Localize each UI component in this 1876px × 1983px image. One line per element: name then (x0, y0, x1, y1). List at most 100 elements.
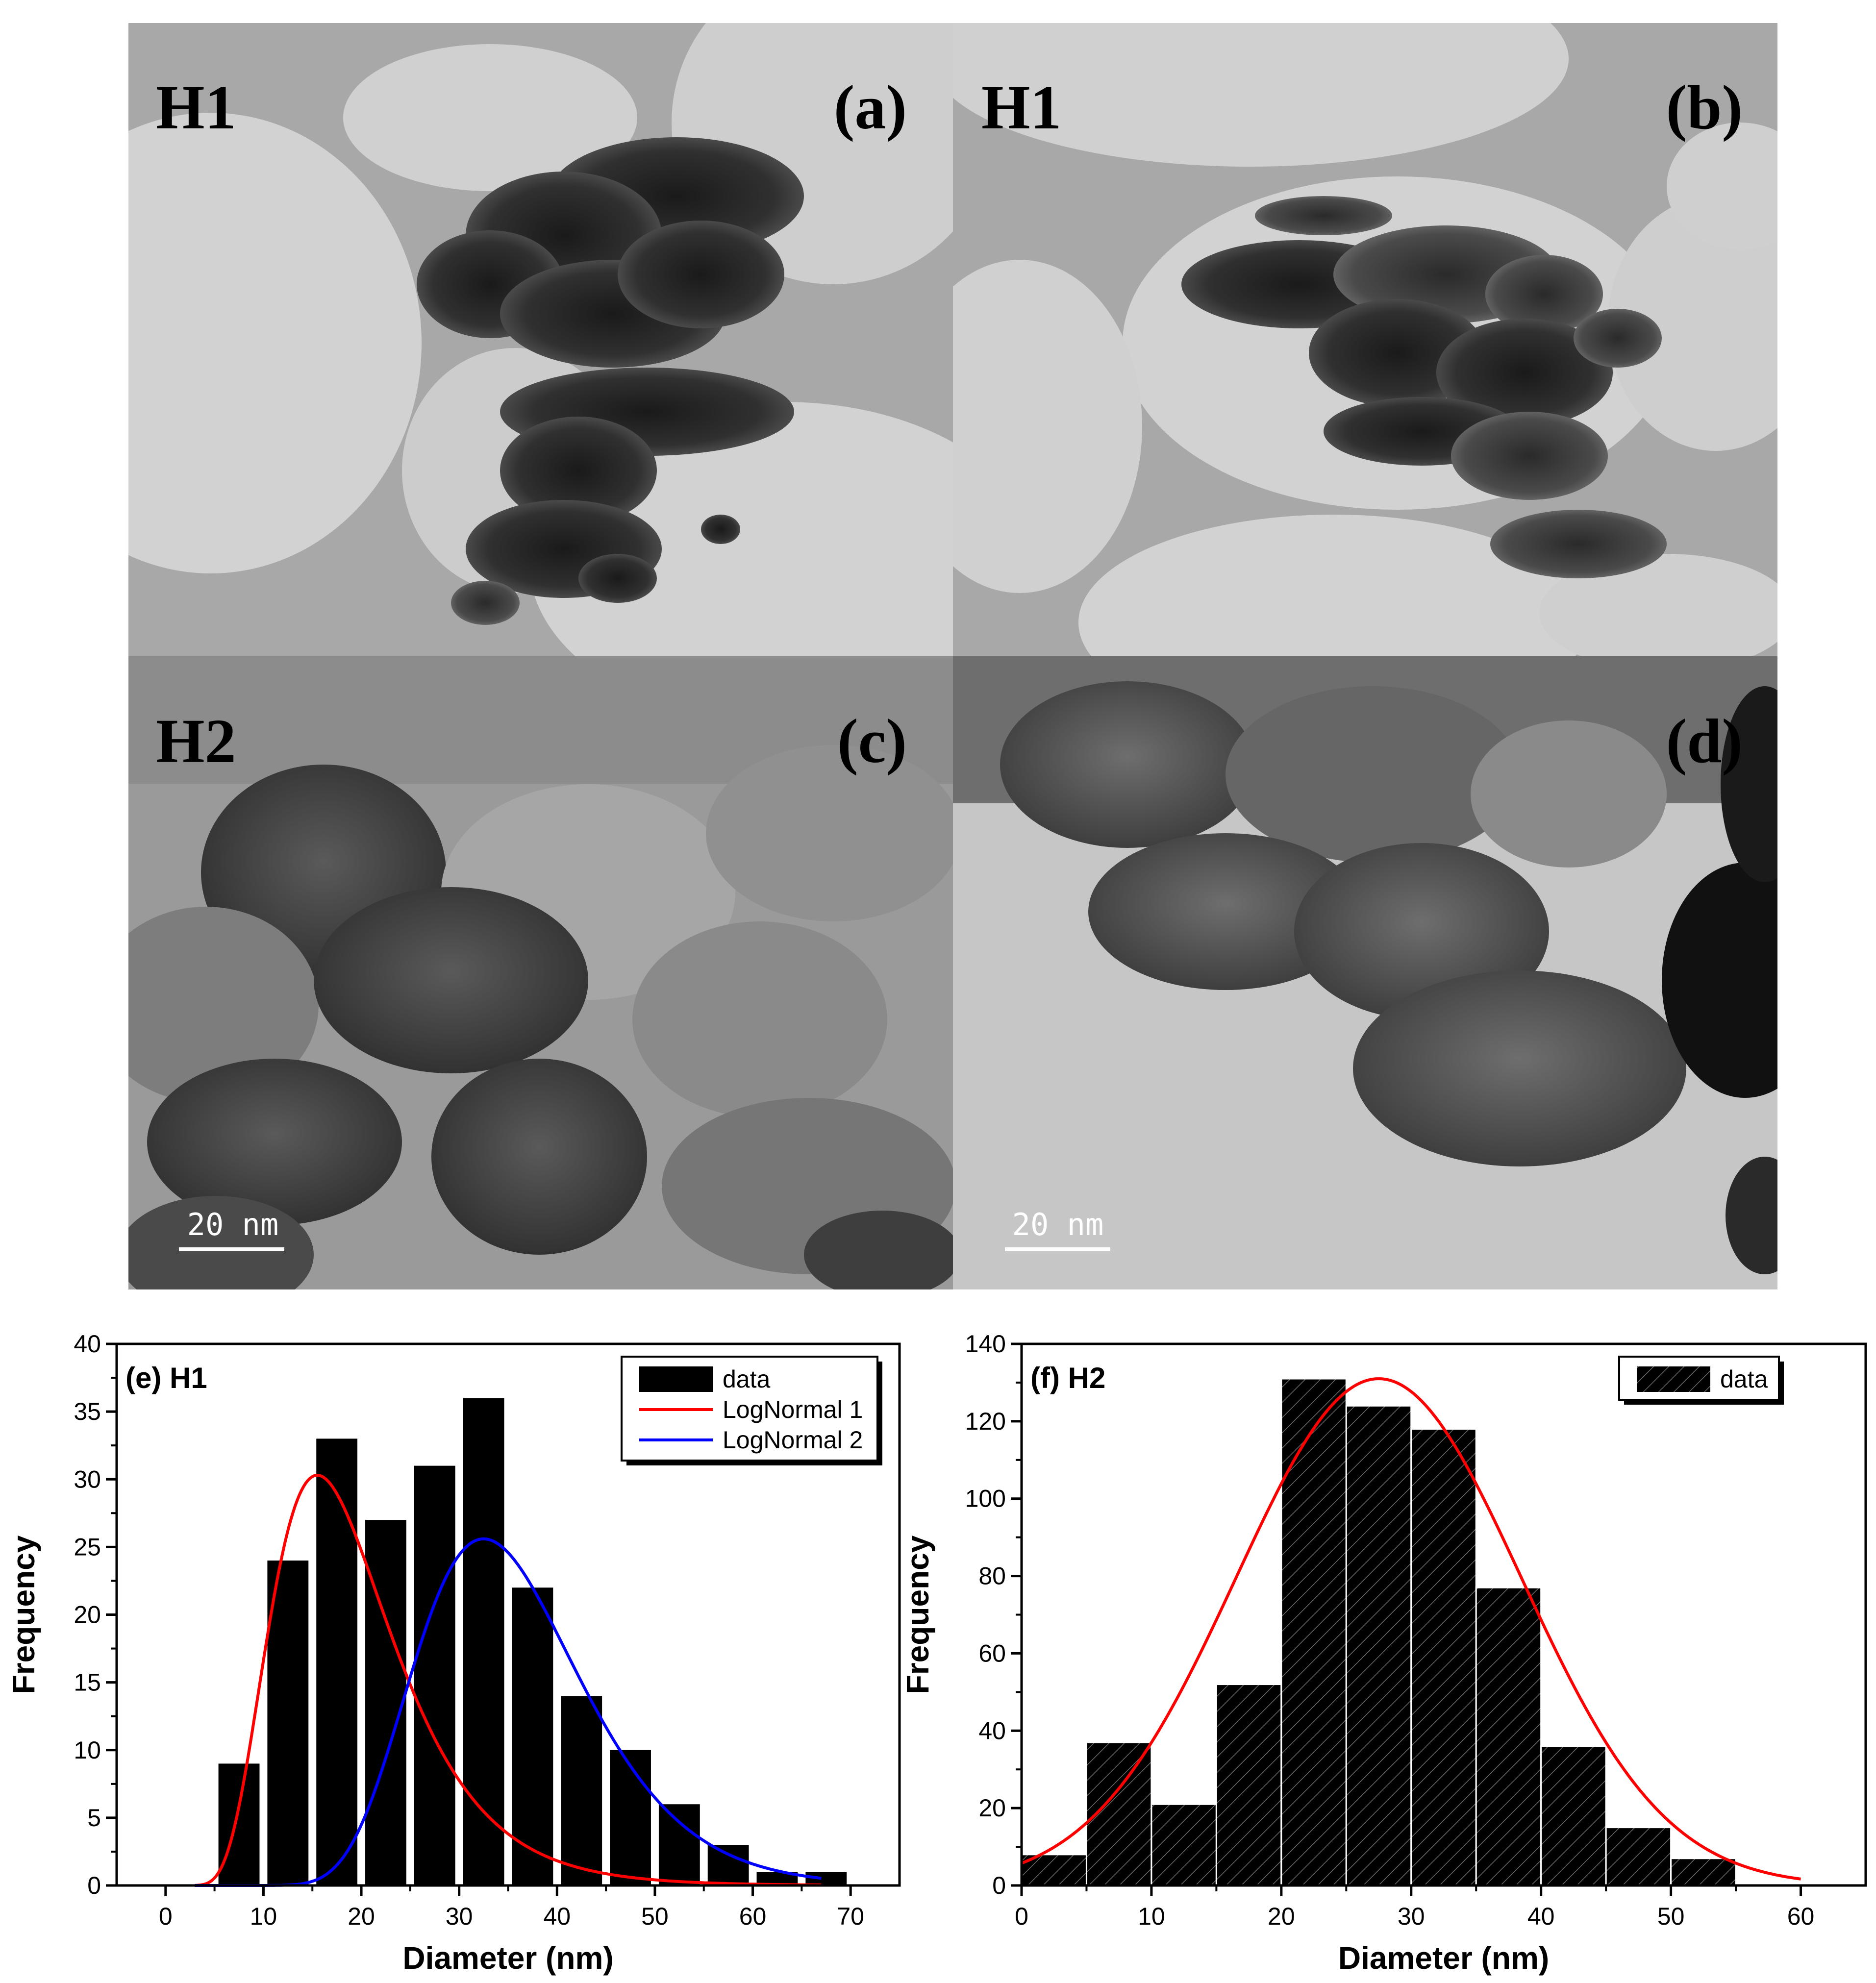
x-tick-label: 20 (348, 1903, 375, 1930)
nanoparticles (1000, 681, 1777, 1274)
legend-label: LogNormal 2 (723, 1426, 863, 1454)
legend-label: LogNormal 1 (723, 1396, 863, 1423)
grid-hole (1608, 196, 1777, 451)
bar (218, 1763, 260, 1885)
legend: data (1618, 1356, 1784, 1405)
bar (1345, 1405, 1412, 1886)
x-ticks: 0 10 20 30 40 50 60 70 (159, 1885, 864, 1930)
panel-title: (f) H2 (1030, 1362, 1105, 1394)
x-tick-label: 30 (1398, 1903, 1425, 1930)
y-ticks: 0 5 10 15 20 25 30 35 40 (74, 1330, 117, 1899)
fit-curve (195, 1473, 822, 1887)
y-tick-label: 60 (978, 1639, 1006, 1667)
y-tick-label: 0 (87, 1872, 101, 1899)
x-ticks: 0 10 20 30 40 50 60 (1015, 1885, 1814, 1930)
x-tick-label: 0 (1015, 1903, 1028, 1930)
grid-hole (953, 23, 1569, 167)
x-tick-label: 40 (544, 1903, 571, 1930)
legend: data LogNormal 1 LogNormal 2 (621, 1356, 882, 1465)
x-tick-label: 70 (837, 1903, 864, 1930)
grid-hole (1078, 515, 1588, 656)
x-tick-label: 40 (1527, 1903, 1555, 1930)
bar (658, 1804, 700, 1885)
x-tick-label: 50 (641, 1903, 669, 1930)
bar (707, 1845, 749, 1885)
x-tick-label: 10 (1138, 1903, 1165, 1930)
bar (561, 1696, 602, 1885)
scale-bar-label: 20 nm (187, 1207, 279, 1242)
y-tick-label: 10 (74, 1736, 101, 1764)
bar (805, 1872, 847, 1885)
x-axis-label: Diameter (nm) (402, 1940, 613, 1976)
y-tick-label: 20 (74, 1601, 101, 1629)
x-tick-label: 60 (1787, 1903, 1815, 1930)
x-tick-label: 20 (1268, 1903, 1295, 1930)
y-tick-label: 25 (74, 1533, 101, 1561)
panel-letter: (a) (834, 73, 907, 142)
y-tick-label: 140 (965, 1330, 1006, 1358)
x-tick-label: 50 (1657, 1903, 1685, 1930)
bar (610, 1750, 651, 1885)
panel-title: (e) H1 (125, 1362, 207, 1394)
bar (1670, 1858, 1737, 1886)
bar (414, 1465, 455, 1885)
scale-bar-label: 20 nm (1012, 1207, 1104, 1242)
y-axis-label: Frequency (6, 1535, 41, 1694)
sample-label: H1 (156, 73, 236, 142)
x-tick-label: 30 (446, 1903, 473, 1930)
y-tick-label: 40 (978, 1717, 1006, 1744)
legend-label: data (1720, 1365, 1768, 1393)
y-tick-label: 100 (965, 1485, 1006, 1512)
bar (1605, 1827, 1672, 1886)
x-tick-label: 10 (250, 1903, 277, 1930)
grid-hole (1667, 123, 1777, 250)
y-tick-label: 15 (74, 1669, 101, 1696)
tem-panel-d: (d) 20 nm (953, 656, 1777, 1289)
tem-panel-a: H1 (a) (128, 23, 953, 656)
grid-hole (953, 260, 1142, 593)
bar (1215, 1684, 1282, 1886)
panel-letter: (b) (1666, 73, 1743, 142)
sample-label: H1 (981, 73, 1062, 142)
legend-swatch (639, 1366, 713, 1392)
bar (1151, 1803, 1217, 1886)
particle-cluster (417, 137, 804, 625)
fit-curve (195, 1537, 822, 1887)
fit-curve (1021, 1377, 1801, 1881)
y-tick-label: 20 (978, 1794, 1006, 1822)
scale-bar (1005, 1247, 1110, 1251)
grid-hole (1539, 554, 1777, 656)
nanoparticles (128, 745, 953, 1289)
x-axis-label: Diameter (nm) (1338, 1940, 1549, 1976)
bar (512, 1587, 553, 1885)
y-tick-label: 5 (87, 1804, 101, 1832)
panel-letter: (d) (1666, 706, 1743, 776)
sample-label: H2 (156, 706, 236, 776)
bar (267, 1561, 309, 1885)
bar (316, 1438, 358, 1885)
y-tick-label: 30 (74, 1465, 101, 1493)
x-tick-label: 0 (159, 1903, 173, 1930)
grid-hole (128, 113, 422, 573)
bar (463, 1398, 504, 1885)
bar (1280, 1378, 1347, 1886)
tem-panel-b: H1 (b) (953, 23, 1777, 656)
grid-hole (343, 44, 637, 191)
bar-series (1021, 1378, 1737, 1886)
fit-curves (1021, 1377, 1801, 1881)
y-tick-label: 35 (74, 1398, 101, 1425)
legend-swatch (1637, 1366, 1710, 1392)
bar-series (218, 1398, 847, 1885)
y-tick-label: 0 (992, 1872, 1006, 1899)
y-ticks: 0 20 40 60 80 100 120 140 (965, 1330, 1022, 1899)
tem-panel-c: H2 (c) 20 nm (128, 656, 953, 1289)
fit-curves (195, 1473, 822, 1887)
legend-label: data (723, 1365, 771, 1393)
y-axis-label: Frequency (900, 1535, 935, 1694)
bar (1475, 1586, 1542, 1886)
y-tick-label: 40 (74, 1330, 101, 1358)
panel-letter: (c) (837, 706, 907, 776)
